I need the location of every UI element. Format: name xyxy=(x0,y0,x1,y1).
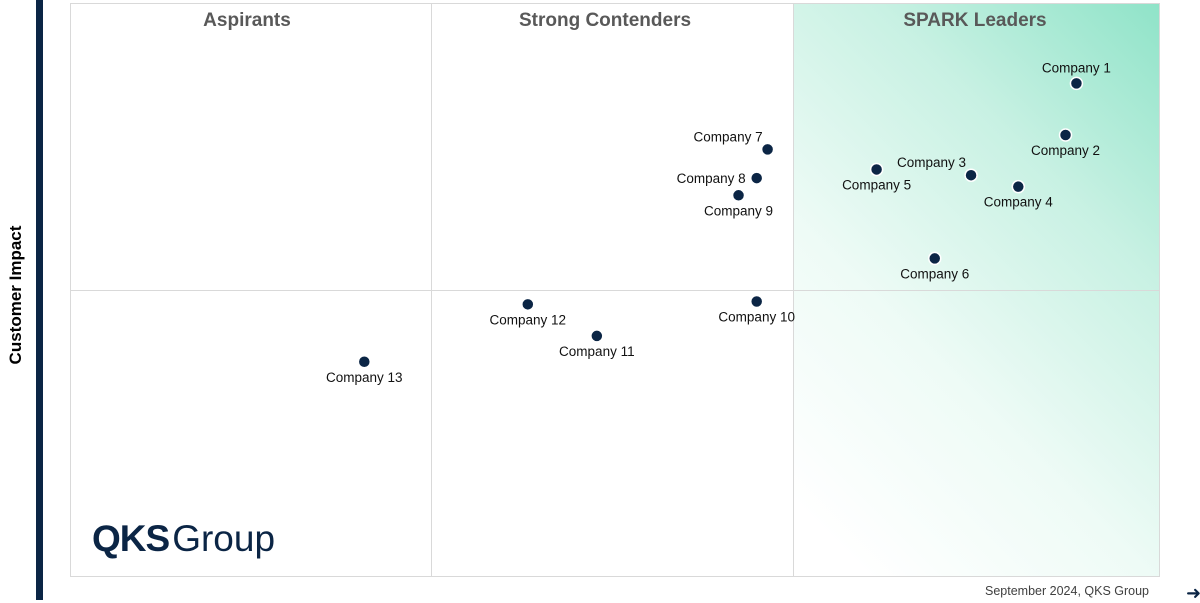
data-point-company-4 xyxy=(1011,179,1026,194)
data-label-company-9: Company 9 xyxy=(704,203,773,218)
data-label-company-6: Company 6 xyxy=(900,266,969,281)
data-label-company-1: Company 1 xyxy=(1042,60,1111,75)
data-label-company-7: Company 7 xyxy=(694,129,763,144)
qks-group-logo: QKSGroup xyxy=(92,518,275,560)
data-point-company-13 xyxy=(357,355,372,369)
data-label-company-5: Company 5 xyxy=(842,177,911,192)
data-label-company-13: Company 13 xyxy=(326,370,403,385)
logo-strong-text: QKS xyxy=(92,518,170,559)
data-label-company-2: Company 2 xyxy=(1031,143,1100,158)
data-point-company-5 xyxy=(869,162,884,177)
data-label-company-10: Company 10 xyxy=(718,309,795,324)
data-label-company-4: Company 4 xyxy=(984,195,1054,210)
horizontal-midline xyxy=(70,290,1160,291)
data-point-company-11 xyxy=(590,329,604,343)
footer-note: September 2024, QKS Group xyxy=(985,584,1149,598)
data-point-company-9 xyxy=(731,188,746,203)
data-point-company-1 xyxy=(1069,76,1084,91)
data-label-company-12: Company 12 xyxy=(490,312,567,327)
data-point-company-2 xyxy=(1058,128,1073,142)
data-label-company-3: Company 3 xyxy=(897,155,966,170)
arrow-right-icon: ➜ xyxy=(1186,583,1200,603)
logo-light-text: Group xyxy=(172,518,276,559)
data-label-company-11: Company 11 xyxy=(559,344,635,359)
quadrant-title-spark-leaders: SPARK Leaders xyxy=(903,10,1047,31)
quadrant-title-strong-contenders: Strong Contenders xyxy=(518,10,692,31)
data-point-company-6 xyxy=(927,251,942,266)
quadrant-title-aspirants: Aspirants xyxy=(203,10,291,31)
data-point-company-7 xyxy=(760,142,775,157)
data-point-company-12 xyxy=(521,297,535,312)
data-point-company-10 xyxy=(749,294,764,309)
data-point-company-3 xyxy=(964,168,978,182)
y-axis-bar xyxy=(36,0,43,600)
data-point-company-8 xyxy=(749,171,764,185)
data-label-company-8: Company 8 xyxy=(677,171,746,186)
